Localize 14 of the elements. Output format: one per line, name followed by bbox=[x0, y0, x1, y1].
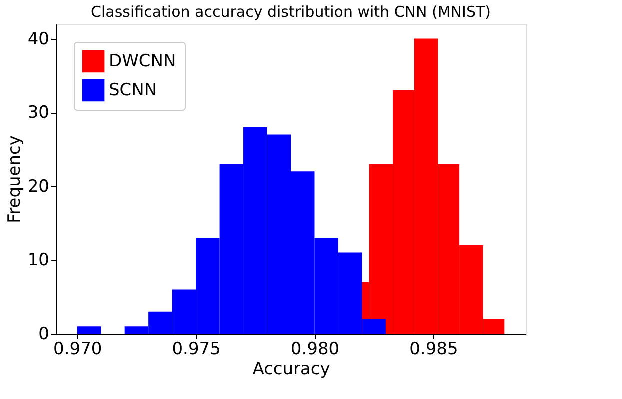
x-axis-title: Accuracy bbox=[252, 360, 330, 380]
legend-label: DWCNN bbox=[109, 52, 176, 72]
y-tick-label: 40 bbox=[28, 29, 50, 50]
y-tick-label: 0 bbox=[38, 324, 50, 344]
x-tick-label: 0.980 bbox=[290, 340, 340, 360]
chart-title: Classification accuracy distribution with CNN (MNIST) bbox=[91, 3, 491, 21]
x-tick-label: 0.985 bbox=[410, 340, 458, 360]
x-tick-label: 0.970 bbox=[54, 340, 102, 360]
x-tick-label: 0.975 bbox=[172, 340, 221, 360]
y-tick-label: 30 bbox=[28, 103, 50, 124]
y-tick-label: 20 bbox=[28, 176, 50, 197]
y-tick-label: 10 bbox=[28, 250, 50, 271]
legend-label: SCNN bbox=[109, 80, 158, 100]
y-axis-title: Frequency bbox=[4, 136, 25, 224]
